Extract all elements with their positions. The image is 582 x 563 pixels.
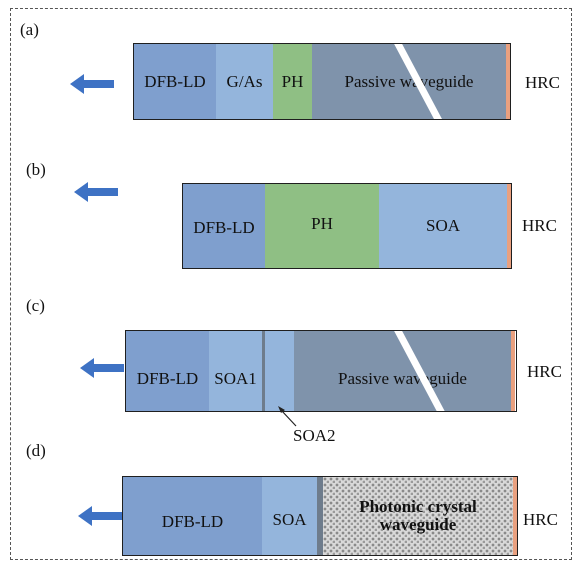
segment-separator bbox=[317, 477, 323, 555]
hrc-label-a: HRC bbox=[525, 73, 560, 92]
segment-dfb-ld: DFB-LD bbox=[123, 477, 262, 555]
panel-label-a: (a) bbox=[20, 20, 39, 39]
left-arrow-icon bbox=[78, 506, 122, 526]
segment-ph: PH bbox=[273, 44, 312, 119]
segment-dfb-ld: DFB-LD bbox=[134, 44, 216, 119]
segment-ph: PH bbox=[265, 184, 379, 268]
soa2-callout-label: SOA2 bbox=[293, 426, 336, 445]
segment-passive-waveguide: Passive waveguide bbox=[294, 331, 511, 411]
left-arrow-icon bbox=[80, 358, 124, 378]
segment-photonic-crystal-waveguide: Photonic crystal waveguide bbox=[323, 477, 513, 555]
segment-soa: SOA bbox=[379, 184, 507, 268]
segment-dfb-ld: DFB-LD bbox=[126, 331, 209, 411]
segment-soa2-gap bbox=[262, 331, 265, 411]
segment-soa: SOA bbox=[262, 477, 317, 555]
left-arrow-icon bbox=[74, 182, 118, 202]
hrc-label-c: HRC bbox=[527, 362, 562, 381]
device-bar-d: DFB-LD SOA Photonic crystal waveguide bbox=[122, 476, 518, 556]
hrc-coating bbox=[513, 477, 517, 555]
panel-label-c: (c) bbox=[26, 296, 45, 315]
device-bar-a: DFB-LD G/As PH Passive waveguide bbox=[133, 43, 511, 120]
segment-g-as: G/As bbox=[216, 44, 273, 119]
panel-label-b: (b) bbox=[26, 160, 46, 179]
left-arrow-icon bbox=[70, 74, 114, 94]
callout-arrow-icon bbox=[278, 406, 297, 427]
segment-soa1: SOA1 bbox=[209, 331, 262, 411]
hrc-label-d: HRC bbox=[523, 510, 558, 529]
hrc-coating bbox=[511, 331, 515, 411]
hrc-coating bbox=[506, 44, 510, 119]
device-bar-b: DFB-LD PH SOA bbox=[182, 183, 512, 269]
hrc-coating bbox=[507, 184, 511, 268]
segment-soa2 bbox=[265, 331, 294, 411]
panel-label-d: (d) bbox=[26, 441, 46, 460]
segment-passive-waveguide: Passive waveguide bbox=[312, 44, 506, 119]
device-bar-c: DFB-LD SOA1 Passive waveguide bbox=[125, 330, 517, 412]
figure-frame bbox=[10, 8, 572, 560]
segment-dfb-ld: DFB-LD bbox=[183, 184, 265, 268]
hrc-label-b: HRC bbox=[522, 216, 557, 235]
